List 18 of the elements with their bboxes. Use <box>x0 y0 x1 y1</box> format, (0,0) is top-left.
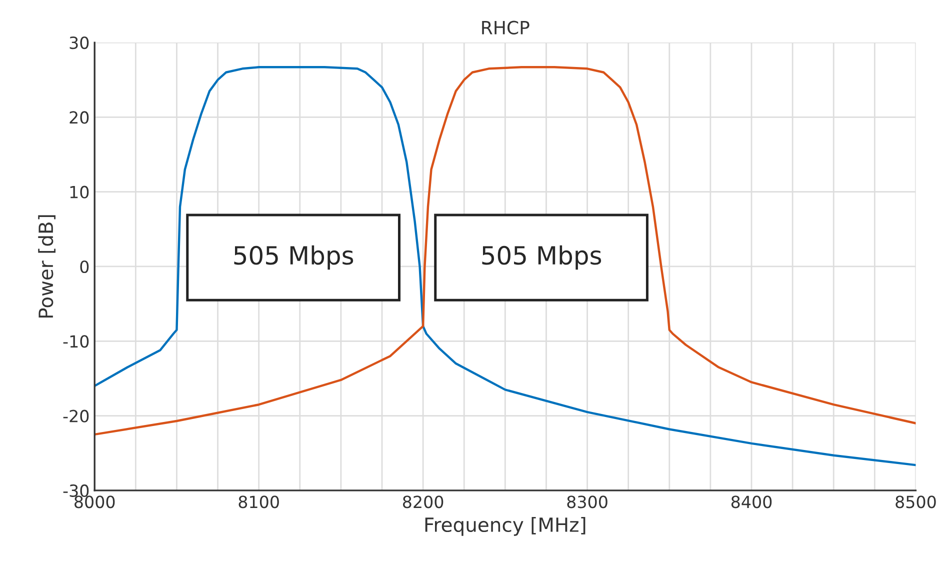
x-axis-title: Frequency [MHz] <box>425 517 586 536</box>
y-tick-label: 10 <box>70 186 89 198</box>
y-tick-label: -30 <box>63 484 89 498</box>
y-axis-title: Power [dB] <box>38 215 56 318</box>
x-tick-label: 8200 <box>402 496 444 508</box>
chart-title: RHCP <box>482 20 530 34</box>
x-tick-label: 8500 <box>896 496 936 508</box>
y-tick-label: 0 <box>80 260 89 274</box>
y-tick-label: 20 <box>70 111 89 124</box>
y-tick-label: 30 <box>70 36 89 50</box>
y-tick-label: -20 <box>63 410 89 422</box>
x-tick-label: 8000 <box>74 496 115 508</box>
y-tick-label: -10 <box>63 335 89 348</box>
annotation: 505 Mbps <box>234 245 354 270</box>
x-tick-label: 8100 <box>238 496 279 508</box>
annotation: 505 Mbps <box>482 245 602 270</box>
x-tick-label: 8300 <box>567 496 608 508</box>
x-tick-label: 8400 <box>731 496 772 508</box>
